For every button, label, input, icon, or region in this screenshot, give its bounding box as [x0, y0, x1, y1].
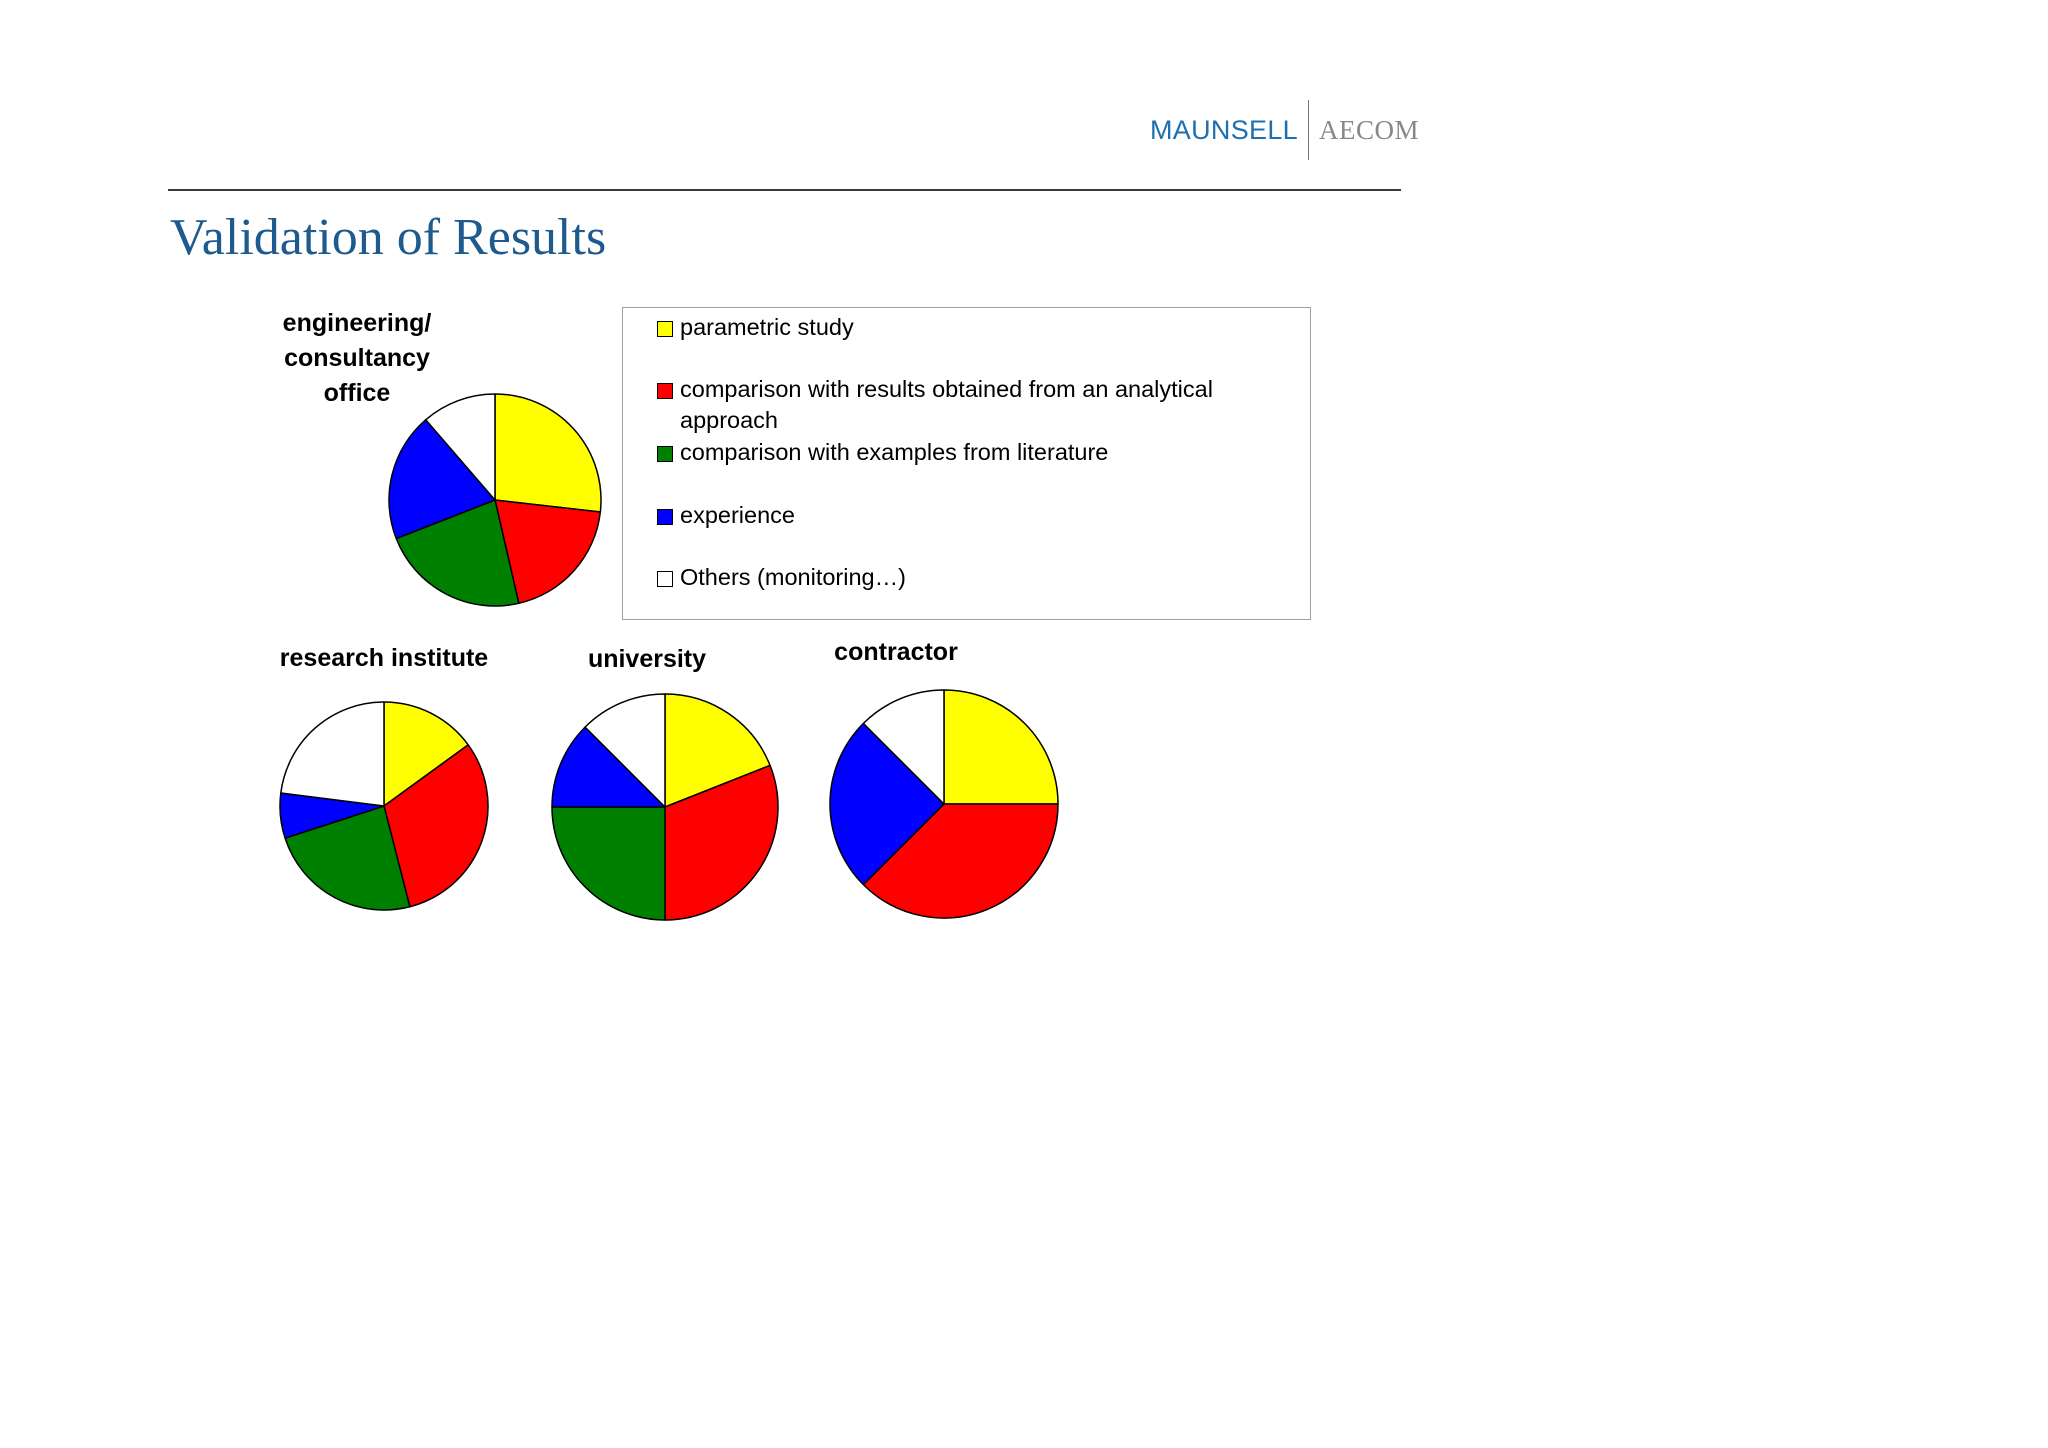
legend-item-others: Others (monitoring…) — [657, 562, 1300, 593]
logo-maunsell: MAUNSELL — [1150, 114, 1298, 145]
chart-title-research-institute: research institute — [279, 644, 489, 672]
pie-slice-comparison-with-results-obtained-from-an-analytical-approach — [862, 803, 1059, 919]
pie-slice-parametric-study — [664, 693, 771, 808]
pie-slice-parametric-study — [383, 701, 469, 807]
company-logo: MAUNSELL AECOM — [1150, 100, 1419, 160]
logo-divider — [1307, 100, 1309, 160]
pie-slice-comparison-with-results-obtained-from-an-analytical-approach — [664, 764, 779, 921]
pie-slice-comparison-with-results-obtained-from-an-analytical-approach — [494, 499, 602, 605]
pie-slice-parametric-study — [943, 689, 1059, 805]
legend-box: parametric study comparison with results… — [622, 307, 1311, 620]
legend-swatch — [657, 446, 673, 462]
logo-aecom: AECOM — [1318, 114, 1419, 145]
legend-label: comparison with results obtained from an… — [680, 376, 1213, 433]
pie-chart-engineering — [388, 393, 602, 607]
pie-chart-university — [551, 693, 779, 921]
legend-item-parametric-study: parametric study — [657, 312, 1300, 343]
legend-label: comparison with examples from literature — [680, 439, 1109, 465]
pie-slice-others-monitoring — [862, 689, 945, 805]
header-rule — [168, 189, 1401, 191]
pie-slice-comparison-with-examples-from-literature — [395, 499, 520, 607]
pie-slice-experience — [829, 722, 945, 886]
pie-slice-comparison-with-results-obtained-from-an-analytical-approach — [383, 744, 489, 908]
pie-slice-others-monitoring — [424, 393, 496, 501]
pie-slice-experience — [388, 419, 496, 540]
chart-title-contractor: contractor — [834, 638, 958, 666]
legend-item-analytical: comparison with results obtained from an… — [657, 374, 1300, 436]
legend-swatch — [657, 509, 673, 525]
pie-slice-comparison-with-examples-from-literature — [284, 805, 411, 911]
legend-swatch — [657, 383, 673, 399]
pie-chart-research-institute — [279, 701, 489, 911]
chart-title-engineering: engineering/ consultancy office — [282, 309, 432, 407]
pie-slice-comparison-with-examples-from-literature — [551, 806, 666, 921]
legend-swatch — [657, 321, 673, 337]
pie-slice-parametric-study — [494, 393, 602, 513]
legend-label: parametric study — [680, 314, 854, 340]
page-title: Validation of Results — [170, 209, 607, 266]
pie-slice-experience — [551, 726, 666, 808]
legend-label: Others (monitoring…) — [680, 564, 906, 590]
pie-slice-others-monitoring — [584, 693, 666, 808]
legend-label: experience — [680, 502, 795, 528]
legend-item-experience: experience — [657, 500, 1300, 531]
pie-slice-others-monitoring — [280, 701, 385, 807]
chart-title-university: university — [587, 645, 707, 673]
legend-swatch — [657, 571, 673, 587]
pie-chart-contractor — [829, 689, 1059, 919]
legend-item-literature: comparison with examples from literature — [657, 437, 1300, 468]
